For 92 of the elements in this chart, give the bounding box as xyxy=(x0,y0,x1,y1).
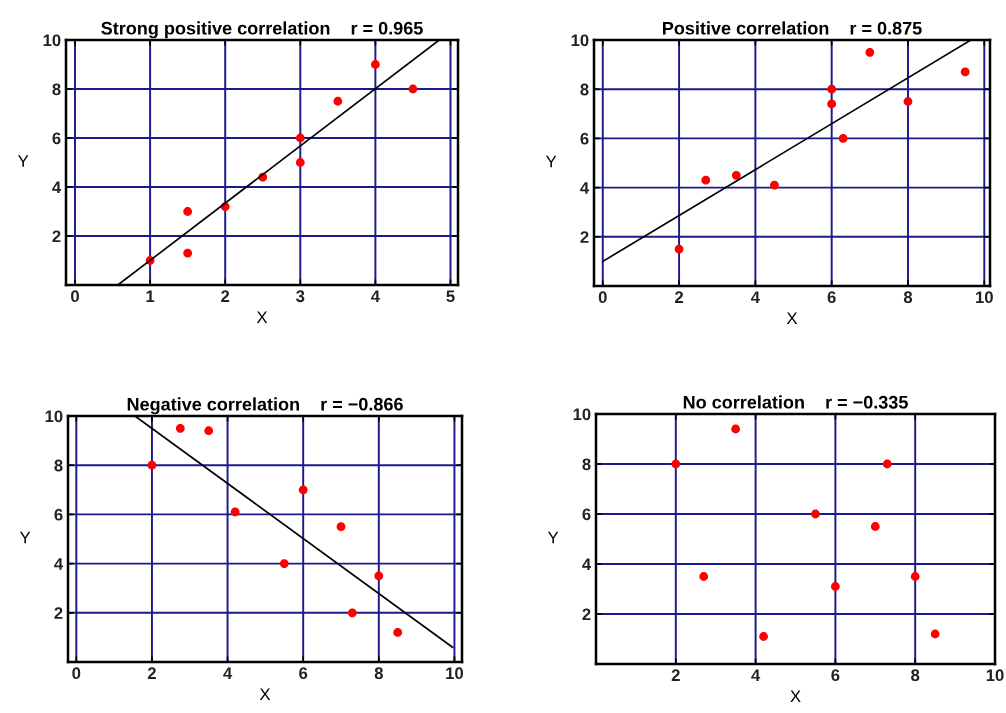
point xyxy=(147,460,157,470)
x-tick-label: 10 xyxy=(986,669,1004,682)
chart-title: No correlation r = −0.335 xyxy=(683,395,908,409)
y-tick-label: 4 xyxy=(580,182,590,194)
x-tick-label: 5 xyxy=(446,290,455,303)
y-tick-label: 10 xyxy=(573,408,591,421)
x-axis-title: X xyxy=(256,311,268,324)
point xyxy=(183,248,193,258)
point xyxy=(336,522,346,532)
x-tick-label: 2 xyxy=(671,669,680,681)
x-tick-label: 10 xyxy=(976,291,993,304)
y-tick-label: 4 xyxy=(52,181,62,194)
x-tick-label: 4 xyxy=(223,667,233,679)
point xyxy=(230,507,240,517)
y-tick-label: 6 xyxy=(582,508,591,521)
y-axis-title: Y xyxy=(17,155,29,167)
y-tick-label: 10 xyxy=(45,410,63,423)
x-tick-label: 6 xyxy=(299,667,308,680)
y-axis-title: Y xyxy=(545,155,557,168)
x-tick-label: 8 xyxy=(374,667,383,680)
point xyxy=(374,571,384,581)
y-tick-label: 8 xyxy=(52,83,61,96)
point xyxy=(333,96,343,106)
point xyxy=(699,572,709,581)
point xyxy=(183,207,193,216)
point xyxy=(903,97,913,106)
point xyxy=(827,99,837,109)
x-tick-label: 0 xyxy=(72,667,81,680)
x-tick-label: 8 xyxy=(903,291,913,304)
point xyxy=(831,582,840,591)
point xyxy=(865,47,875,57)
point xyxy=(870,522,880,531)
x-tick-label: 1 xyxy=(146,290,155,302)
x-tick-label: 4 xyxy=(750,291,760,303)
point xyxy=(371,60,380,69)
x-tick-label: 3 xyxy=(296,290,305,303)
y-tick-label: 6 xyxy=(580,132,589,145)
point xyxy=(731,170,741,180)
point xyxy=(295,158,305,167)
chart-title: Positive correlation r = 0.875 xyxy=(663,21,922,35)
point xyxy=(731,424,741,434)
x-tick-label: 0 xyxy=(598,291,607,304)
x-tick-label: 2 xyxy=(675,291,684,303)
x-tick-label: 0 xyxy=(71,290,79,303)
point xyxy=(930,629,940,639)
x-tick-label: 2 xyxy=(221,290,230,302)
point xyxy=(701,175,711,185)
y-tick-label: 8 xyxy=(54,459,63,472)
point xyxy=(204,426,214,436)
x-tick-label: 10 xyxy=(446,667,464,680)
point xyxy=(298,485,308,495)
point xyxy=(960,67,970,77)
x-tick-label: 4 xyxy=(371,290,380,302)
chart-title: Strong positive correlation r = 0.965 xyxy=(101,21,423,39)
y-tick-label: 8 xyxy=(580,83,589,96)
point xyxy=(759,632,768,641)
point xyxy=(295,133,305,143)
point xyxy=(882,459,892,469)
x-tick-label: 2 xyxy=(147,667,156,679)
point xyxy=(827,84,837,94)
point xyxy=(393,628,403,637)
point xyxy=(811,509,820,519)
point xyxy=(838,134,848,143)
y-tick-label: 6 xyxy=(52,132,61,145)
point xyxy=(408,84,418,94)
y-tick-label: 2 xyxy=(52,230,61,243)
y-tick-label: 2 xyxy=(582,608,591,621)
chart-title: Negative correlation r = −0.866 xyxy=(127,397,403,415)
y-axis-title: Y xyxy=(19,531,31,544)
x-tick-label: 4 xyxy=(751,669,761,681)
x-tick-label: 8 xyxy=(911,669,920,682)
x-tick-label: 6 xyxy=(827,291,836,304)
y-tick-label: 10 xyxy=(43,34,61,47)
y-tick-label: 2 xyxy=(54,607,63,619)
y-tick-label: 4 xyxy=(54,558,64,570)
y-axis-title: Y xyxy=(547,531,559,544)
x-axis-title: X xyxy=(786,312,798,325)
y-tick-label: 10 xyxy=(571,34,589,47)
point xyxy=(175,423,185,433)
x-axis-title: X xyxy=(790,690,801,703)
y-tick-label: 2 xyxy=(580,231,589,243)
point xyxy=(674,244,684,254)
y-tick-label: 4 xyxy=(582,558,592,571)
x-tick-label: 6 xyxy=(831,669,840,682)
y-tick-label: 8 xyxy=(582,458,591,471)
point xyxy=(279,559,289,568)
point xyxy=(671,459,681,469)
point xyxy=(770,180,779,190)
point xyxy=(347,608,357,618)
point xyxy=(910,572,920,581)
x-axis-title: X xyxy=(259,688,271,701)
y-tick-label: 6 xyxy=(54,508,63,521)
